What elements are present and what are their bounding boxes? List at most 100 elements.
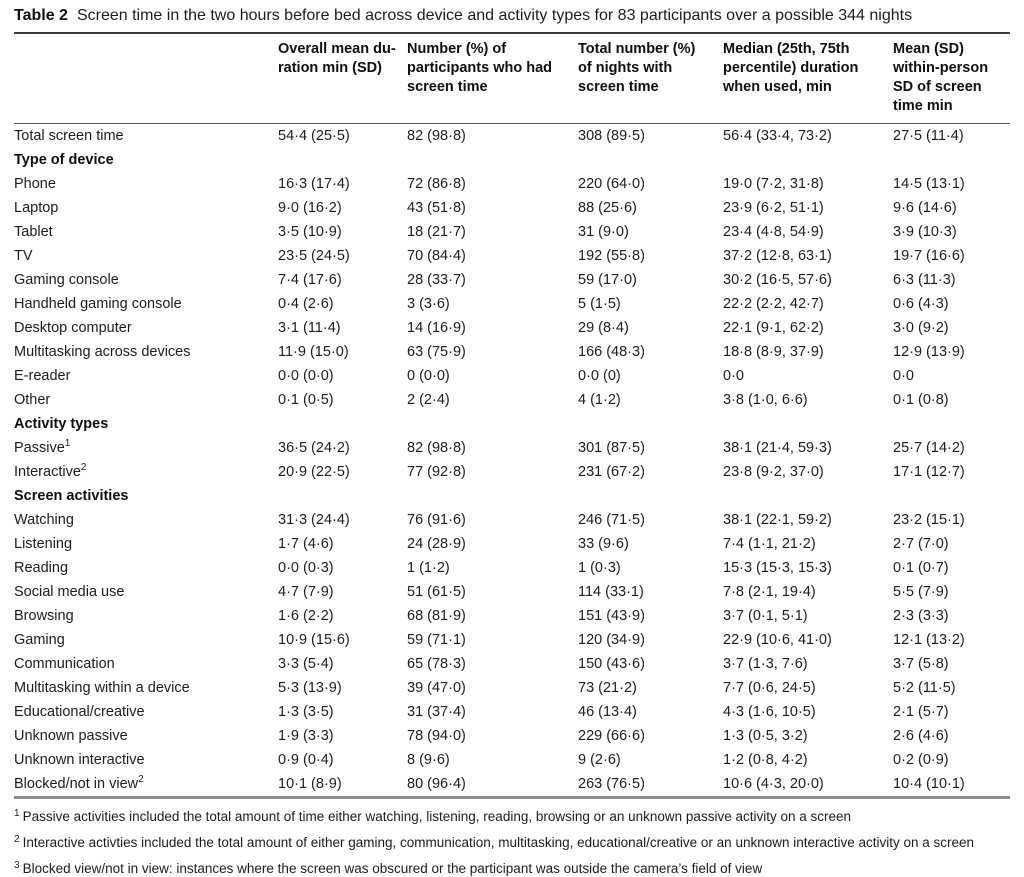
cell-value: 2·1 (5·7) bbox=[893, 704, 949, 720]
cell-value: 1·2 (0·8, 4·2) bbox=[723, 752, 808, 768]
cell-value: 22·2 (2·2, 42·7) bbox=[723, 296, 824, 312]
footnote-3-text: Blocked view/not in view: instances wher… bbox=[22, 861, 763, 876]
row-label: Watching bbox=[14, 512, 74, 528]
cell-value: 3·8 (1·0, 6·6) bbox=[723, 392, 808, 408]
row-label: Social media use bbox=[14, 584, 125, 600]
footnote-2-text: Interactive activties included the total… bbox=[22, 835, 975, 850]
section-label: Type of device bbox=[14, 152, 114, 168]
cell-value: 5·5 (7·9) bbox=[893, 584, 949, 600]
row-label: Communication bbox=[14, 656, 115, 672]
cell-value: 23·9 (6·2, 51·1) bbox=[723, 200, 824, 216]
cell-value: 72 (86·8) bbox=[407, 176, 466, 192]
cell-value: 18 (21·7) bbox=[407, 224, 466, 240]
table-row: Browsing 1·6 (2·2) 68 (81·9) 151 (43·9) 3·7 … bbox=[14, 604, 1010, 628]
cell-value: 1·3 (0·5, 3·2) bbox=[723, 728, 808, 744]
table-caption: Table 2 Screen time in the two hours befo… bbox=[14, 4, 1010, 34]
screen-time-table: Overall mean du- ration min (SD) Number … bbox=[14, 34, 1010, 799]
cell-value: 5 (1·5) bbox=[578, 296, 621, 312]
cell-value: 54·4 (25·5) bbox=[278, 128, 350, 144]
cell-value: 23·2 (15·1) bbox=[893, 512, 965, 528]
table-header-row: Overall mean du- ration min (SD) Number … bbox=[14, 34, 1010, 124]
table-row: Total screen time 54·4 (25·5) 82 (98·8) 308… bbox=[14, 124, 1010, 149]
cell-value: 88 (25·6) bbox=[578, 200, 637, 216]
cell-value: 8 (9·6) bbox=[407, 752, 450, 768]
cell-value: 301 (87·5) bbox=[578, 440, 645, 456]
cell-value: 38·1 (22·1, 59·2) bbox=[723, 512, 832, 528]
row-label: Listening bbox=[14, 536, 73, 552]
cell-value: 2 (2·4) bbox=[407, 392, 450, 408]
cell-value: 31·3 (24·4) bbox=[278, 512, 350, 528]
table-row: Communication 3·3 (5·4) 65 (78·3) 150 (43·6… bbox=[14, 652, 1010, 676]
table-row: Gaming 10·9 (15·6) 59 (71·1) 120 (34·9) 22·9… bbox=[14, 628, 1010, 652]
cell-value: 1·3 (3·5) bbox=[278, 704, 334, 720]
cell-value: 51 (61·5) bbox=[407, 584, 466, 600]
table-row: Social media use 4·7 (7·9) 51 (61·5) 114 (3… bbox=[14, 580, 1010, 604]
column-header-overall-mean: Overall mean du- ration min (SD) bbox=[278, 34, 407, 124]
cell-value: 120 (34·9) bbox=[578, 632, 645, 648]
cell-value: 3·3 (5·4) bbox=[278, 656, 334, 672]
footnote-2-marker: 2 bbox=[14, 833, 20, 845]
row-label: Tablet bbox=[14, 224, 53, 240]
cell-value: 39 (47·0) bbox=[407, 680, 466, 696]
table-row: Laptop 9·0 (16·2) 43 (51·8) 88 (25·6) 23·9 (… bbox=[14, 196, 1010, 220]
row-label-superscript: 1 bbox=[64, 438, 71, 450]
cell-value: 1 (0·3) bbox=[578, 560, 621, 576]
cell-value: 80 (96·4) bbox=[407, 776, 466, 792]
cell-value: 0·1 (0·7) bbox=[893, 560, 949, 576]
cell-value: 0·0 bbox=[723, 368, 744, 384]
cell-value: 19·7 (16·6) bbox=[893, 248, 965, 264]
cell-value: 246 (71·5) bbox=[578, 512, 645, 528]
cell-value: 0·2 (0·9) bbox=[893, 752, 949, 768]
cell-value: 3 (3·6) bbox=[407, 296, 450, 312]
row-label: Blocked/not in view2 bbox=[14, 774, 144, 792]
cell-value: 77 (92·8) bbox=[407, 464, 466, 480]
row-label: Browsing bbox=[14, 608, 74, 624]
footnotes: 1 Passive activities included the total a… bbox=[14, 799, 1010, 877]
footnote-1-text: Passive activities included the total am… bbox=[22, 809, 852, 824]
row-label: Desktop computer bbox=[14, 320, 132, 336]
row-label: Educational/creative bbox=[14, 704, 145, 720]
row-label: Passive1 bbox=[14, 438, 71, 456]
cell-value: 27·5 (11·4) bbox=[893, 128, 964, 144]
cell-value: 59 (71·1) bbox=[407, 632, 466, 648]
cell-value: 68 (81·9) bbox=[407, 608, 466, 624]
cell-value: 0·9 (0·4) bbox=[278, 752, 334, 768]
table-row: Unknown interactive 0·9 (0·4) 8 (9·6) 9 (2·… bbox=[14, 748, 1010, 772]
table-row: Multitasking within a device 5·3 (13·9) 39… bbox=[14, 676, 1010, 700]
cell-value: 220 (64·0) bbox=[578, 176, 645, 192]
footnote-3-marker: 3 bbox=[14, 859, 20, 871]
cell-value: 0·0 (0) bbox=[578, 368, 621, 384]
table-row: Multitasking across devices 11·9 (15·0) 63… bbox=[14, 340, 1010, 364]
row-label: Unknown interactive bbox=[14, 752, 145, 768]
table-row: Desktop computer 3·1 (11·4) 14 (16·9) 29 (8… bbox=[14, 316, 1010, 340]
cell-value: 0·6 (4·3) bbox=[893, 296, 949, 312]
row-label: Phone bbox=[14, 176, 56, 192]
row-label: Reading bbox=[14, 560, 69, 576]
section-label: Screen activities bbox=[14, 488, 129, 504]
cell-value: 0·0 (0·0) bbox=[278, 368, 334, 384]
column-header-median: Median (25th, 75th percentile) duration … bbox=[723, 34, 893, 124]
cell-value: 22·9 (10·6, 41·0) bbox=[723, 632, 832, 648]
cell-value: 82 (98·8) bbox=[407, 128, 466, 144]
cell-value: 4·3 (1·6, 10·5) bbox=[723, 704, 816, 720]
row-label: Multitasking within a device bbox=[14, 680, 190, 696]
table-row: TV 23·5 (24·5) 70 (84·4) 192 (55·8) 37·2 (12… bbox=[14, 244, 1010, 268]
cell-value: 0·0 (0·3) bbox=[278, 560, 334, 576]
cell-value: 24 (28·9) bbox=[407, 536, 466, 552]
cell-value: 229 (66·6) bbox=[578, 728, 645, 744]
cell-value: 31 (37·4) bbox=[407, 704, 466, 720]
cell-value: 2·3 (3·3) bbox=[893, 608, 949, 624]
cell-value: 2·6 (4·6) bbox=[893, 728, 949, 744]
table-row: Blocked/not in view2 10·1 (8·9) 80 (96·4) 2… bbox=[14, 772, 1010, 798]
cell-value: 12·1 (13·2) bbox=[893, 632, 965, 648]
cell-value: 33 (9·6) bbox=[578, 536, 629, 552]
cell-value: 0 (0·0) bbox=[407, 368, 450, 384]
row-label: Multitasking across devices bbox=[14, 344, 191, 360]
cell-value: 65 (78·3) bbox=[407, 656, 466, 672]
row-label: Gaming bbox=[14, 632, 65, 648]
section-row: Activity types bbox=[14, 412, 1010, 436]
row-label: E-reader bbox=[14, 368, 71, 384]
cell-value: 0·0 bbox=[893, 368, 914, 384]
table-row: Interactive2 20·9 (22·5) 77 (92·8) 231 (67·… bbox=[14, 460, 1010, 484]
